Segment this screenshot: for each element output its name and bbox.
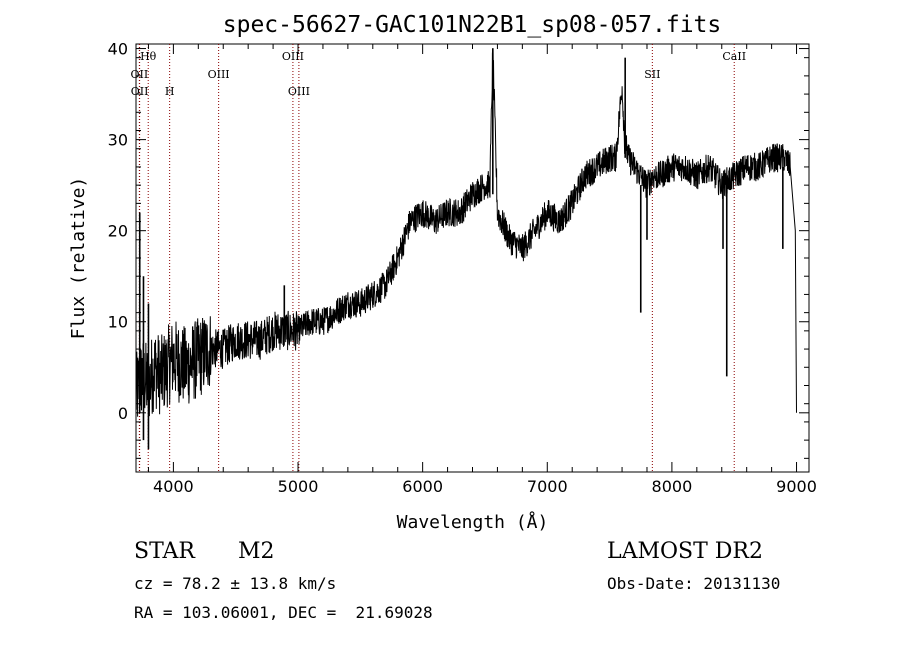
y-tick-label: 0: [118, 404, 128, 423]
y-tick-label: 20: [108, 222, 128, 241]
line-marker-label: Hθ: [140, 50, 157, 63]
line-marker-label: CaII: [722, 50, 746, 63]
y-tick-label: 40: [108, 40, 128, 59]
y-axis-label: Flux (relative): [68, 177, 89, 340]
x-tick-label: 6000: [402, 477, 443, 496]
y-tick-label: 30: [108, 131, 128, 150]
x-tick-label: 5000: [278, 477, 319, 496]
object-class-label: STAR: [134, 539, 195, 564]
line-marker-label: OII: [131, 85, 149, 98]
survey-label: LAMOST DR2: [607, 539, 763, 564]
x-tick-label: 9000: [776, 477, 817, 496]
x-axis-label: Wavelength (Å): [397, 511, 549, 533]
plot-frame: [135, 43, 810, 473]
x-tick-label: 8000: [652, 477, 693, 496]
y-tick-label: 10: [108, 313, 128, 332]
line-marker-label: H: [165, 85, 175, 98]
chart-title: spec-56627-GAC101N22B1_sp08-057.fits: [223, 12, 722, 38]
subclass-label: M2: [238, 539, 275, 564]
line-marker-label: OIII: [288, 85, 310, 98]
redshift-velocity-label: cz = 78.2 ± 13.8 km/s: [134, 574, 337, 593]
line-marker-label: SII: [644, 68, 660, 81]
observation-date-label: Obs-Date: 20131130: [607, 574, 781, 593]
spectrum-line: [135, 48, 797, 417]
x-tick-label: 4000: [153, 477, 194, 496]
coordinates-label: RA = 103.06001, DEC = 21.69028: [134, 603, 433, 622]
line-marker-label: OIII: [208, 68, 230, 81]
x-tick-label: 7000: [527, 477, 568, 496]
line-marker-label: OIII: [282, 50, 304, 63]
